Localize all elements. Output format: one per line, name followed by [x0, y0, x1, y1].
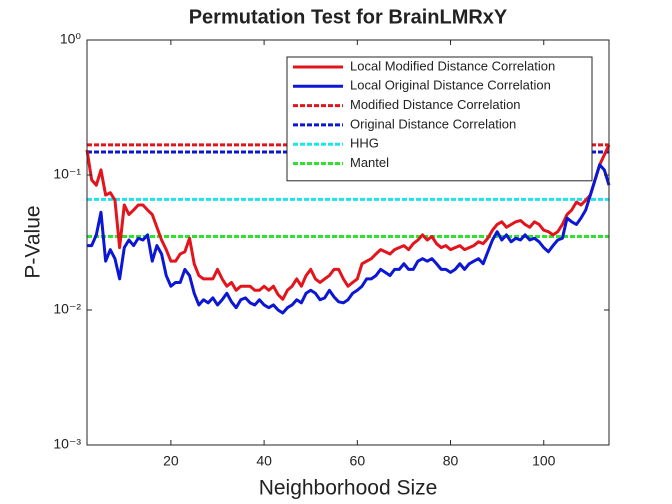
- chart-title: Permutation Test for BrainLMRxY: [189, 6, 508, 28]
- legend-label: Original Distance Correlation: [350, 116, 516, 131]
- x-tick-label: 60: [350, 453, 366, 469]
- x-tick-label: 40: [256, 453, 272, 469]
- x-tick-label: 100: [532, 453, 556, 469]
- legend-label: Modified Distance Correlation: [350, 97, 521, 112]
- x-tick-label: 20: [163, 453, 179, 469]
- y-tick-label: 10⁻²: [53, 301, 81, 317]
- y-tick-label: 10⁻³: [53, 436, 81, 452]
- legend-label: Local Modified Distance Correlation: [350, 58, 555, 73]
- x-axis-label: Neighborhood Size: [259, 477, 438, 500]
- data-line: [87, 163, 611, 315]
- legend-label: Local Original Distance Correlation: [350, 78, 551, 93]
- y-tick-label: 10⁰: [60, 31, 82, 47]
- legend-label: Mantel: [350, 155, 389, 170]
- axes-box: [86, 39, 610, 446]
- legend-label: HHG: [350, 136, 379, 151]
- data-line: [85, 144, 611, 301]
- y-tick-label: 10⁻¹: [53, 166, 81, 182]
- x-tick-label: 80: [443, 453, 459, 469]
- legend-box: [286, 56, 593, 182]
- y-axis-label: P-Value: [22, 205, 45, 278]
